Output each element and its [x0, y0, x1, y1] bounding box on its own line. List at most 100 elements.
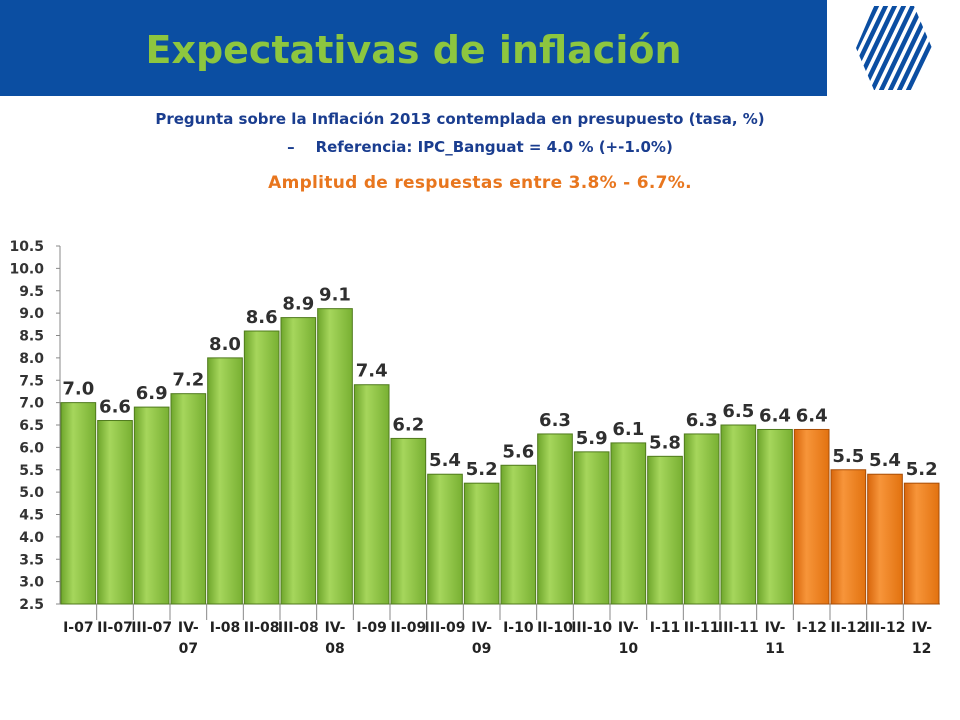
data-label: 5.2 — [906, 459, 938, 480]
data-label: 6.5 — [722, 401, 754, 422]
x-tick-label: 10 — [619, 641, 639, 657]
x-tick-label: I-11 — [650, 620, 681, 636]
x-tick-label: II-11 — [684, 620, 720, 636]
logo-stripe — [828, 0, 839, 96]
logo-stripe — [955, 0, 960, 96]
x-tick-label: II-07 — [97, 620, 133, 636]
data-label: 5.2 — [466, 459, 498, 480]
data-label: 5.5 — [832, 446, 864, 467]
bar — [170, 393, 207, 605]
logo-stripe — [828, 0, 848, 96]
bar — [463, 482, 500, 605]
data-label: 5.4 — [869, 450, 901, 471]
bar — [133, 406, 170, 605]
x-tick-label: I-10 — [503, 620, 534, 636]
x-tick-label: IV- — [911, 620, 932, 636]
data-label: 5.9 — [576, 428, 608, 449]
data-label: 6.4 — [796, 405, 828, 426]
y-tick-label: 8.0 — [19, 351, 44, 367]
logo-stripe — [937, 0, 960, 96]
x-tick-label: III-07 — [131, 620, 172, 636]
x-tick-label: 09 — [472, 641, 491, 657]
data-label: 6.4 — [759, 405, 791, 426]
x-tick-label: IV- — [765, 620, 786, 636]
logo-stripe — [919, 6, 932, 90]
x-tick-label: III-09 — [425, 620, 466, 636]
bar — [317, 308, 353, 605]
x-tick-label: IV- — [178, 620, 199, 636]
logo-stripe — [856, 6, 893, 90]
logo-stripe — [856, 6, 911, 90]
y-tick-label: 7.0 — [19, 396, 44, 412]
x-tick-label: I-09 — [356, 620, 387, 636]
y-tick-label: 4.0 — [19, 530, 44, 546]
data-label: 6.3 — [686, 410, 718, 431]
bar — [610, 442, 647, 605]
bar — [867, 473, 903, 605]
header-bar: Expectativas de inflación — [0, 0, 827, 96]
logo-stripe — [946, 0, 960, 96]
data-label: 6.6 — [99, 397, 131, 418]
y-tick-label: 4.5 — [19, 508, 44, 524]
x-tick-label: III-08 — [278, 620, 319, 636]
x-tick-label: II-08 — [244, 620, 280, 636]
logo-stripe — [856, 6, 884, 90]
bar — [390, 437, 427, 605]
x-tick-label: IV- — [618, 620, 639, 636]
data-label: 9.1 — [319, 285, 351, 306]
bar — [280, 317, 317, 605]
reference-note: – Referencia: IPC_Banguat = 4.0 % (+-1.0… — [287, 138, 673, 156]
logo-stripe — [928, 6, 932, 90]
y-tick-label: 6.0 — [19, 440, 44, 456]
logo-stripe — [901, 6, 932, 90]
data-label: 8.9 — [282, 294, 314, 315]
bar-chart: 2.5 3.0 3.5 4.0 4.5 5.0 5.5 6.0 6.5 7.0 7.5 8.0 8.5 9… — [9, 239, 940, 657]
data-label: 8.6 — [246, 307, 278, 328]
bar — [353, 384, 390, 605]
reference-text: Referencia: IPC_Banguat = 4.0 % (+-1.0%) — [315, 138, 673, 156]
bar — [647, 455, 683, 605]
data-label: 5.8 — [649, 432, 681, 453]
bar — [537, 433, 573, 605]
y-tick-label: 7.5 — [19, 373, 44, 389]
data-label: 7.2 — [172, 370, 204, 391]
bar — [757, 428, 793, 605]
y-tick-label: 3.0 — [19, 575, 44, 591]
bar — [97, 420, 133, 605]
y-tick-label: 6.5 — [19, 418, 44, 434]
data-label: 7.4 — [356, 361, 388, 382]
logo-stripe — [892, 6, 932, 90]
logo — [828, 0, 960, 96]
x-tick-label: I-07 — [63, 620, 94, 636]
data-label: 6.1 — [612, 419, 644, 440]
y-tick-label: 10.5 — [9, 239, 44, 255]
x-tick-label: II-10 — [537, 620, 573, 636]
x-tick-label: IV- — [471, 620, 492, 636]
range-note: Amplitud de respuestas entre 3.8% - 6.7%… — [268, 173, 692, 193]
bar — [500, 464, 537, 605]
x-tick-label: III-12 — [865, 620, 906, 636]
bar — [903, 482, 940, 605]
x-tick-label: I-08 — [210, 620, 241, 636]
y-tick-label: 3.5 — [19, 552, 44, 568]
x-tick-label: III-11 — [718, 620, 759, 636]
bar — [573, 451, 610, 605]
bar — [427, 473, 463, 605]
data-label: 5.6 — [502, 441, 534, 462]
bar — [60, 402, 97, 605]
hexagon-stripes-logo-icon — [828, 0, 960, 96]
y-tick-label: 10.0 — [9, 261, 44, 277]
bar — [720, 424, 757, 605]
y-tick-label: 5.5 — [19, 463, 44, 479]
x-tick-label: II-09 — [390, 620, 426, 636]
logo-stripe — [865, 6, 920, 90]
data-label: 6.3 — [539, 410, 571, 431]
y-tick-label: 2.5 — [19, 597, 44, 613]
logo-stripe — [874, 6, 929, 90]
data-label: 8.0 — [209, 334, 241, 355]
x-tick-label: I-12 — [796, 620, 827, 636]
y-tick-label: 9.5 — [19, 284, 44, 300]
data-label: 6.2 — [392, 414, 424, 435]
x-tick-label: II-12 — [830, 620, 866, 636]
